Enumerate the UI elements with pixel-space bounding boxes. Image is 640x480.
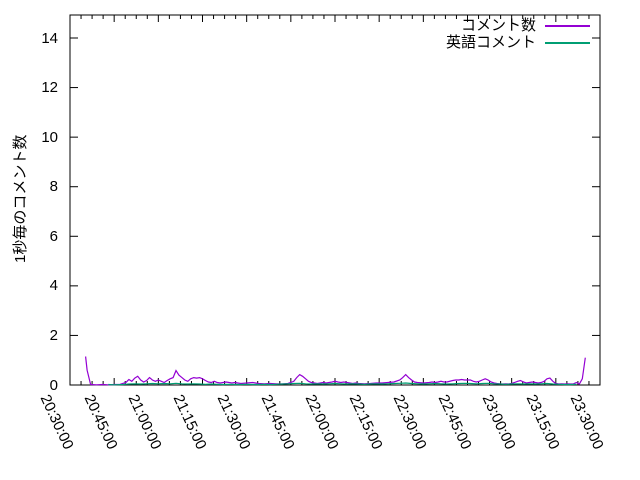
legend-entry: 英語コメント bbox=[446, 34, 590, 51]
legend-entry-label: コメント数 bbox=[460, 17, 536, 34]
y-tick-label: 0 bbox=[49, 376, 58, 394]
legend-line-sample bbox=[545, 24, 590, 27]
legend: コメント数 英語コメント bbox=[446, 17, 590, 51]
y-tick-label: 6 bbox=[49, 227, 58, 245]
y-tick-label: 8 bbox=[49, 178, 58, 196]
series-line-0 bbox=[85, 356, 586, 386]
y-tick-label: 4 bbox=[49, 277, 58, 295]
legend-entry-label: 英語コメント bbox=[445, 34, 536, 51]
y-tick-label: 10 bbox=[41, 128, 58, 146]
y-tick-label: 14 bbox=[41, 29, 58, 47]
legend-entry: コメント数 bbox=[446, 17, 590, 34]
legend-line-sample bbox=[545, 41, 590, 44]
plot-border bbox=[69, 14, 601, 386]
series-line-1 bbox=[108, 382, 577, 386]
y-tick-label: 2 bbox=[49, 326, 58, 344]
y-tick-label: 12 bbox=[41, 79, 58, 97]
